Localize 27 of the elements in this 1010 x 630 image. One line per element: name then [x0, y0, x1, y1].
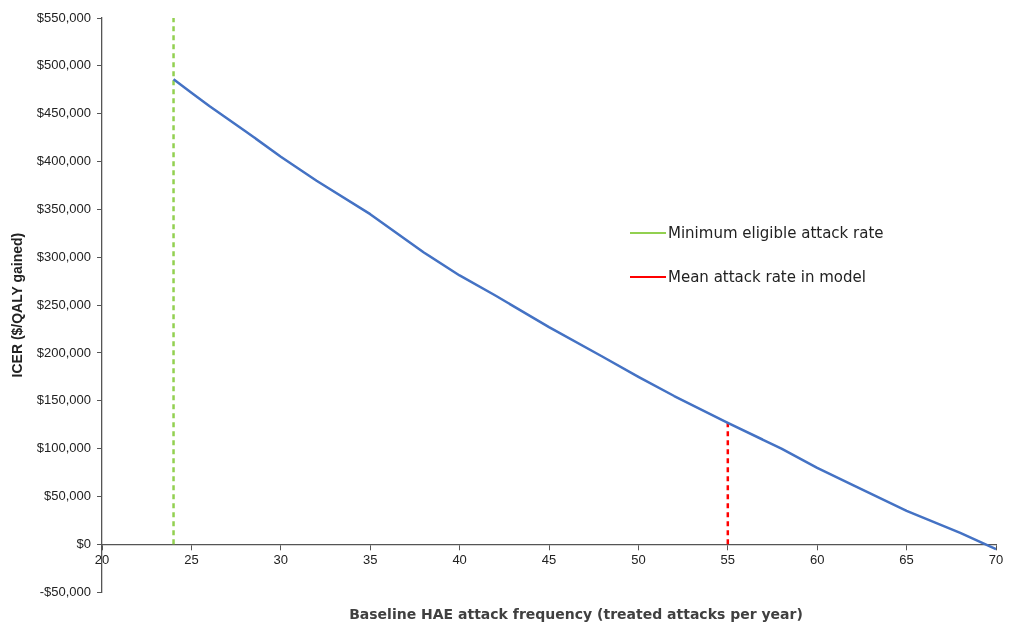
x-tick-label: 30 [273, 551, 289, 567]
x-tick-label: 65 [899, 551, 914, 567]
y-tick-label: $550,000 [36, 9, 92, 25]
x-tick-label: 70 [988, 551, 1004, 567]
y-tick-label: $0 [76, 535, 92, 551]
y-tick-label: $400,000 [36, 153, 92, 169]
x-tick-label: 35 [362, 551, 378, 567]
y-tick-label: $450,000 [36, 105, 92, 121]
legend-label: Mean attack rate in model [668, 268, 866, 286]
x-tick-label: 40 [452, 551, 467, 567]
legend-label: Minimum eligible attack rate [668, 224, 884, 242]
x-tick-label: 60 [809, 551, 825, 567]
y-tick-label: -$50,000 [39, 583, 92, 599]
x-tick-label: 50 [631, 551, 646, 567]
x-tick-label: 45 [541, 551, 557, 567]
x-axis-title: Baseline HAE attack frequency (treated attacks per year) [348, 606, 804, 622]
y-tick-label: $250,000 [36, 296, 92, 312]
x-tick-label: 25 [184, 551, 199, 567]
y-tick-label: $300,000 [36, 248, 92, 264]
y-axis-title: ICER ($/QALY gained) [9, 232, 26, 378]
y-tick-label: $350,000 [36, 200, 92, 216]
y-tick-label: $500,000 [36, 57, 92, 73]
y-tick-label: $50,000 [44, 488, 92, 504]
y-tick-label: $100,000 [36, 440, 92, 456]
y-tick-label: $150,000 [36, 392, 92, 408]
x-tick-label: 55 [720, 551, 736, 567]
y-tick-label: $200,000 [36, 344, 92, 360]
